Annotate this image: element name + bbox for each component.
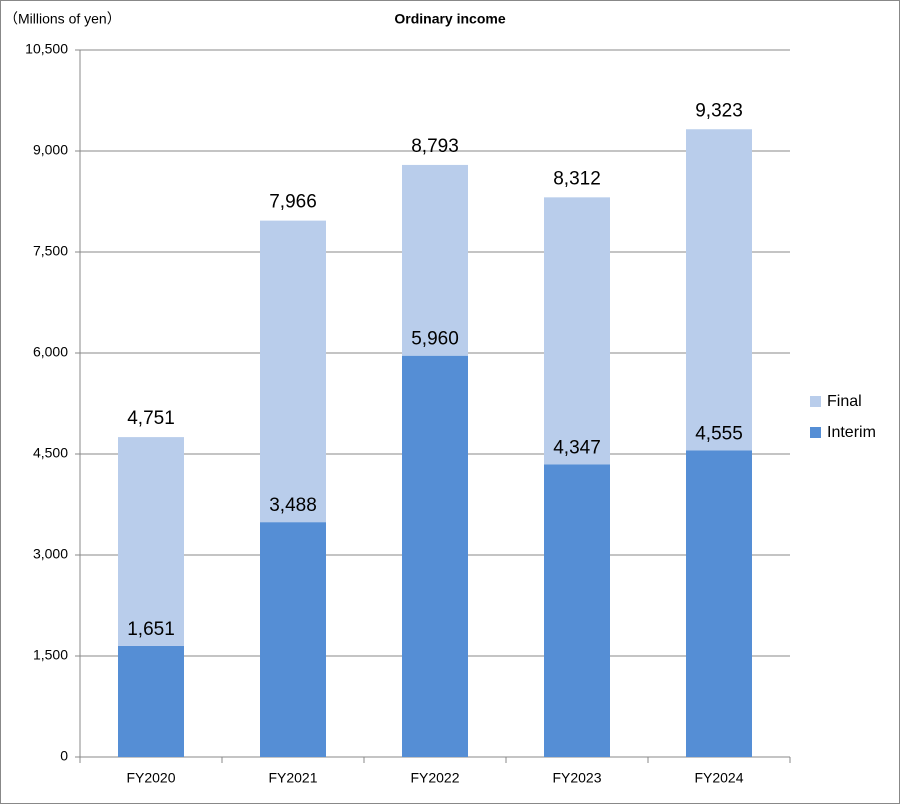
total-label: 4,751 bbox=[127, 408, 175, 429]
y-tick-label: 4,500 bbox=[33, 445, 68, 461]
y-tick-label: 6,000 bbox=[33, 344, 68, 360]
bar-segment bbox=[544, 464, 610, 757]
bar-segment bbox=[118, 437, 184, 646]
y-axis-label: （Millions of yen） bbox=[4, 11, 121, 27]
legend-swatch bbox=[810, 396, 821, 407]
legend-label: Final bbox=[827, 393, 862, 410]
y-tick-label: 3,000 bbox=[33, 546, 68, 562]
x-tick-label: FY2020 bbox=[126, 770, 175, 786]
chart-title: Ordinary income bbox=[394, 11, 505, 27]
y-tick-label: 9,000 bbox=[33, 142, 68, 158]
bar-segment bbox=[402, 164, 468, 356]
total-label: 8,793 bbox=[411, 136, 459, 157]
total-label: 9,323 bbox=[695, 100, 743, 121]
x-tick-label: FY2022 bbox=[410, 770, 459, 786]
x-tick-label: FY2024 bbox=[694, 770, 743, 786]
y-tick-label: 0 bbox=[60, 748, 68, 764]
bar-segment bbox=[118, 645, 184, 757]
bar-segment bbox=[544, 197, 610, 465]
bar-segment bbox=[686, 450, 752, 757]
x-tick-label: FY2021 bbox=[268, 770, 317, 786]
y-tick-label: 10,500 bbox=[25, 41, 68, 57]
data-label: 3,488 bbox=[269, 495, 317, 516]
y-tick-label: 7,500 bbox=[33, 243, 68, 259]
x-tick-label: FY2023 bbox=[552, 770, 601, 786]
data-label: 4,555 bbox=[695, 423, 743, 444]
bar-segment bbox=[402, 355, 468, 757]
bar-segment bbox=[686, 129, 752, 451]
bar-segment bbox=[260, 522, 326, 757]
data-label: 5,960 bbox=[411, 329, 459, 350]
bar-segment bbox=[260, 220, 326, 523]
data-label: 1,651 bbox=[127, 619, 175, 640]
total-label: 7,966 bbox=[269, 192, 317, 213]
legend-label: Interim bbox=[827, 424, 876, 441]
legend-swatch bbox=[810, 427, 821, 438]
y-tick-label: 1,500 bbox=[33, 647, 68, 663]
total-label: 8,312 bbox=[553, 168, 601, 189]
data-label: 4,347 bbox=[553, 437, 601, 458]
